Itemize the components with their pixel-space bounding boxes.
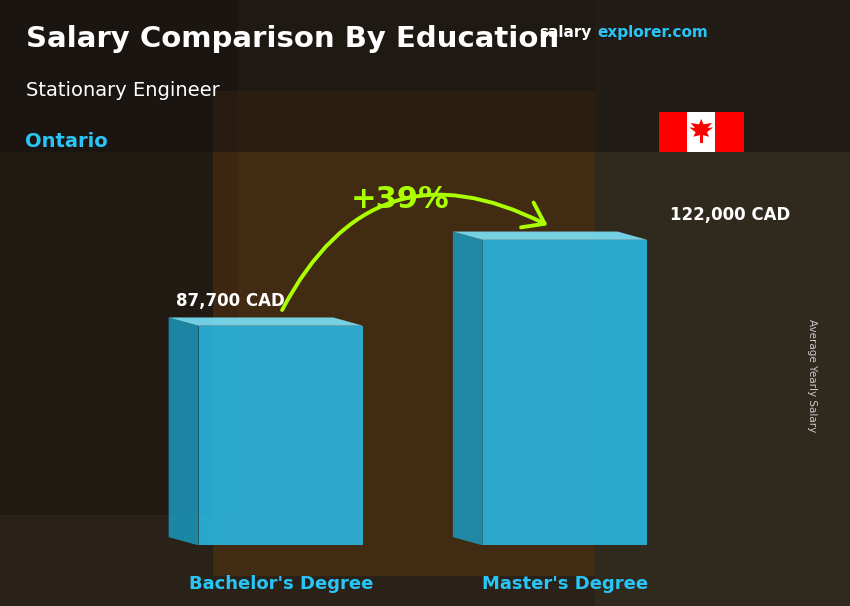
FancyArrowPatch shape [282, 195, 545, 310]
Text: Average Yearly Salary: Average Yearly Salary [807, 319, 817, 432]
Text: salary: salary [540, 25, 592, 41]
Text: 87,700 CAD: 87,700 CAD [176, 292, 285, 310]
Text: Ontario: Ontario [26, 132, 108, 152]
Bar [0, 0, 850, 152]
Polygon shape [168, 318, 199, 545]
Polygon shape [689, 119, 713, 137]
Polygon shape [453, 231, 483, 545]
Bar [595, 0, 850, 606]
Bar [700, 135, 703, 142]
Text: +39%: +39% [351, 185, 450, 214]
Polygon shape [483, 240, 648, 545]
Bar [716, 112, 744, 152]
Text: Master's Degree: Master's Degree [482, 576, 649, 593]
Bar [687, 112, 716, 152]
Polygon shape [453, 231, 648, 240]
Text: explorer.com: explorer.com [598, 25, 708, 41]
Bar [659, 112, 687, 152]
Text: 122,000 CAD: 122,000 CAD [670, 206, 790, 224]
Bar [212, 91, 595, 576]
Polygon shape [168, 318, 363, 326]
Polygon shape [199, 326, 363, 545]
Text: Stationary Engineer: Stationary Engineer [26, 81, 219, 101]
Text: Salary Comparison By Education: Salary Comparison By Education [26, 25, 558, 53]
Text: Bachelor's Degree: Bachelor's Degree [189, 576, 373, 593]
Bar [0, 0, 238, 515]
